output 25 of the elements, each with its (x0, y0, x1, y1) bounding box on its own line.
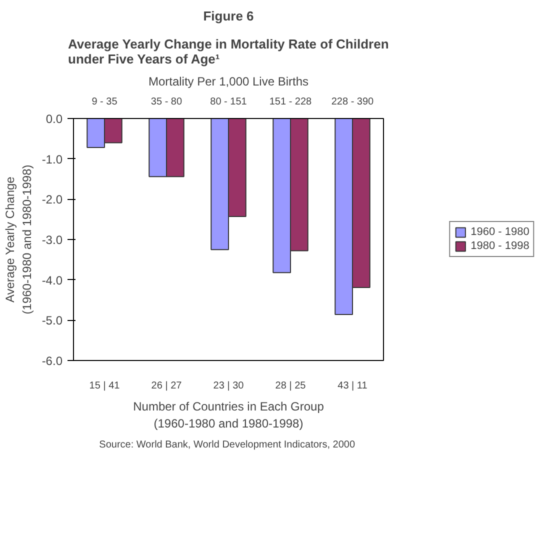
y-tick-label: 0.0 (46, 112, 63, 126)
text: 23 | 30 (213, 380, 244, 392)
legend-label: 1980 - 1998 (470, 240, 530, 252)
text: 43 | 11 (338, 380, 368, 392)
y-tick-label: -2.0 (42, 192, 63, 207)
text: 15 | 41 (89, 380, 120, 392)
x-tick-label: 151 - 228 (269, 96, 312, 108)
y-tick-label: -1.0 (42, 152, 63, 166)
text: 26 | 27 (151, 380, 182, 392)
x-tick-label: 35 - 80 (150, 96, 183, 108)
chart-subtitle: Average Yearly Change in Mortality Rate of Children under Five Years of Age¹ (68, 36, 389, 66)
y-tick-label: -4.0 (42, 273, 63, 288)
chart-title: Figure 6 (203, 8, 254, 24)
y-tick-label: -6.0 (42, 354, 63, 368)
text: 28 | 25 (275, 380, 306, 392)
x2-axis-title: Mortality Per 1,000 Live Births (148, 74, 309, 88)
x-axis-title: Number of Countries in Each Group (1960-1980 and 1980-1998) (133, 400, 324, 430)
legend-label: 1960 - 1980 (470, 226, 530, 238)
y-axis-title: Average Yearly Change (1960-1980 and 1980-1998) (3, 164, 34, 314)
source-note: Source: World Bank, World Development Indicators, 2000 (99, 440, 356, 450)
x-tick-label: 9 - 35 (92, 96, 118, 108)
x-tick-label: 80 - 151 (210, 96, 248, 108)
y-tick-label: -3.0 (42, 233, 63, 247)
x-tick-label: 228 - 390 (331, 96, 374, 108)
y-tick-label: -5.0 (42, 314, 63, 328)
